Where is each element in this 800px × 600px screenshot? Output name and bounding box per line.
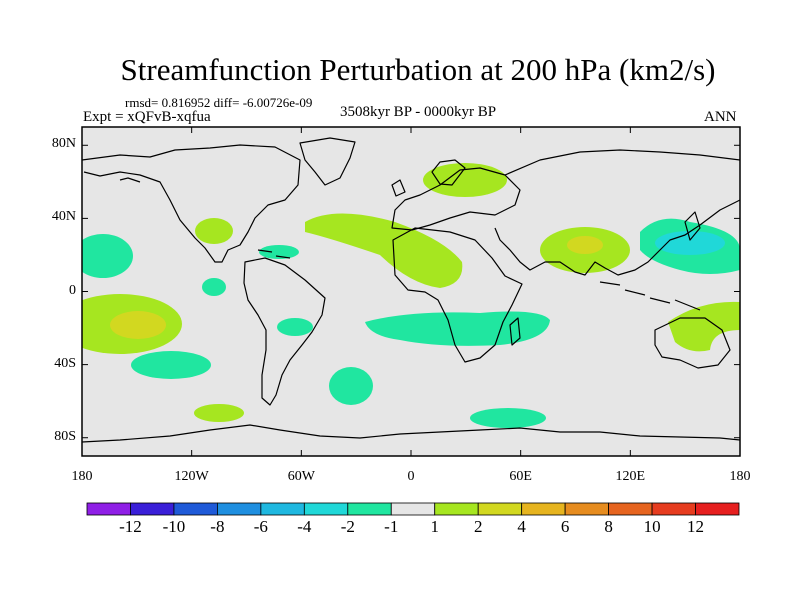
colorbar-label: 2 (473, 517, 483, 536)
colorbar-label: 6 (560, 517, 570, 536)
coast-asia (494, 149, 740, 276)
map-background (82, 127, 740, 456)
colorbar-swatch (608, 502, 653, 516)
anomaly-southern-ocean (470, 408, 546, 428)
colorbar-swatch (173, 502, 218, 516)
lon-label: 60E (509, 469, 532, 484)
axis-ticks (81, 127, 741, 456)
season-label: ANN (704, 109, 737, 125)
lon-label: 180 (71, 469, 93, 484)
anomaly-tibet-core (567, 236, 603, 254)
lon-label: 180 (729, 469, 751, 484)
coast-australia (654, 317, 731, 369)
experiment-label: Expt = xQFvB-xqfua (83, 109, 211, 125)
anomaly-north-atlantic (305, 213, 463, 288)
colorbar-swatch (521, 502, 566, 516)
lon-label: 0 (407, 469, 415, 484)
colorbar-swatch (564, 502, 610, 516)
coast-alaska (119, 177, 141, 183)
colorbar-label: -8 (210, 517, 225, 536)
anomaly-brazil (277, 318, 313, 336)
colorbar-label: 8 (604, 517, 613, 536)
colorbar-swatch (86, 502, 131, 516)
coast-europe (391, 167, 521, 231)
lat-label: 80S (54, 428, 76, 444)
plot-title: Streamfunction Perturbation at 200 hPa (… (120, 52, 716, 87)
coast-north-america (82, 144, 301, 263)
colorbar-label: -12 (119, 517, 142, 536)
colorbar-label: 12 (687, 517, 705, 536)
anomaly-east-pacific-core (110, 311, 166, 339)
colorbar-label: -10 (162, 517, 186, 536)
coast-africa (392, 227, 523, 363)
anomaly-layer (82, 163, 740, 428)
period-label: 3508kyr BP - 0000kyr BP (339, 104, 497, 120)
anomaly-scandinavia (423, 163, 507, 197)
anomaly-south-pacific-mid (131, 351, 211, 379)
colorbar-swatch (695, 502, 740, 516)
coast-scandinavia (431, 159, 466, 186)
coast-antarctica (82, 424, 740, 443)
rmsd-stats: rmsd= 0.816952 diff= -6.00726e-09 (125, 95, 313, 110)
anomaly-australia (668, 301, 740, 352)
anomaly-south-atlantic (329, 367, 373, 405)
coast-greenland (299, 137, 356, 186)
coast-caribbean (257, 249, 291, 259)
lon-label: 120E (615, 469, 646, 484)
colorbar-label: -4 (297, 517, 312, 536)
colorbar-swatch (216, 502, 262, 516)
colorbar-label: -1 (384, 517, 399, 536)
lon-label: 60W (287, 469, 315, 484)
colorbar-label: 1 (430, 517, 439, 536)
colorbar-swatch (260, 502, 305, 516)
colorbar-label: -2 (340, 517, 355, 536)
anomaly-west-pacific-core (655, 231, 725, 255)
colorbar-swatch (434, 502, 479, 516)
anomaly-north-america (195, 218, 233, 244)
anomaly-south-pacific (194, 404, 244, 422)
lat-label: 80N (51, 136, 76, 152)
coast-japan (684, 211, 701, 241)
colorbar-swatch (390, 502, 436, 516)
coast-indonesia (599, 281, 701, 311)
anomaly-east-pacific-small (202, 278, 226, 296)
coast-madagascar (509, 317, 521, 346)
colorbar-swatch (130, 502, 175, 516)
lat-label: 40S (54, 355, 76, 371)
colorbar-swatch (651, 502, 696, 516)
colorbar-label: 4 (517, 517, 526, 536)
colorbar-label: -6 (253, 517, 268, 536)
colorbar (86, 502, 740, 516)
colorbar-swatch (303, 502, 349, 516)
lon-label: 120W (174, 469, 209, 484)
colorbar-swatch (347, 502, 392, 516)
coast-south-america (243, 257, 326, 406)
coast-british-isles (391, 179, 406, 197)
colorbar-swatch (477, 502, 523, 516)
lat-label: 0 (69, 282, 76, 298)
coastlines (82, 137, 740, 443)
colorbar-label: 10 (643, 517, 661, 536)
anomaly-dateline-north (82, 234, 133, 278)
lat-label: 40N (51, 209, 76, 225)
anomaly-caribbean (259, 245, 299, 259)
